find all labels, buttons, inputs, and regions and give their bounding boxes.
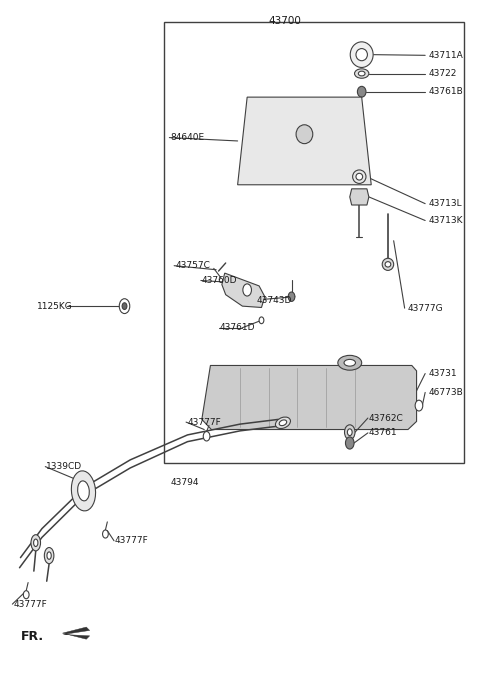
Ellipse shape bbox=[355, 69, 369, 79]
Ellipse shape bbox=[31, 535, 40, 551]
Text: 1339CD: 1339CD bbox=[46, 462, 83, 471]
Ellipse shape bbox=[78, 481, 89, 501]
Circle shape bbox=[103, 530, 108, 538]
Ellipse shape bbox=[385, 261, 391, 267]
Circle shape bbox=[288, 292, 295, 301]
Text: 43761D: 43761D bbox=[220, 323, 255, 332]
Text: 43711A: 43711A bbox=[429, 51, 463, 60]
Ellipse shape bbox=[44, 548, 54, 564]
Text: 43777F: 43777F bbox=[115, 536, 149, 545]
Ellipse shape bbox=[356, 49, 367, 61]
Ellipse shape bbox=[276, 417, 290, 429]
Circle shape bbox=[259, 317, 264, 324]
Ellipse shape bbox=[356, 173, 363, 180]
Polygon shape bbox=[202, 366, 417, 429]
Text: 1125KG: 1125KG bbox=[37, 302, 73, 311]
Circle shape bbox=[122, 303, 127, 309]
Ellipse shape bbox=[353, 170, 366, 183]
Ellipse shape bbox=[382, 258, 394, 270]
Text: 43713K: 43713K bbox=[429, 216, 463, 225]
Bar bbox=[164, 22, 464, 463]
Circle shape bbox=[119, 299, 130, 313]
Text: 43760D: 43760D bbox=[202, 276, 237, 285]
Polygon shape bbox=[238, 97, 371, 185]
Text: 43777F: 43777F bbox=[13, 600, 47, 609]
Circle shape bbox=[243, 284, 252, 296]
Circle shape bbox=[346, 437, 354, 449]
Text: 43743D: 43743D bbox=[257, 296, 292, 305]
Circle shape bbox=[415, 400, 423, 411]
Text: 46773B: 46773B bbox=[429, 388, 463, 397]
Ellipse shape bbox=[338, 355, 362, 370]
Text: 43777G: 43777G bbox=[408, 304, 444, 313]
Ellipse shape bbox=[350, 42, 373, 68]
Text: 43794: 43794 bbox=[171, 478, 199, 487]
Text: 43731: 43731 bbox=[429, 369, 457, 378]
Circle shape bbox=[345, 424, 355, 439]
Circle shape bbox=[203, 431, 210, 441]
Ellipse shape bbox=[34, 539, 38, 546]
Circle shape bbox=[24, 590, 29, 598]
Ellipse shape bbox=[359, 71, 365, 76]
Circle shape bbox=[348, 429, 352, 435]
Text: FR.: FR. bbox=[21, 630, 44, 643]
Ellipse shape bbox=[47, 552, 51, 559]
Text: 43777F: 43777F bbox=[188, 418, 221, 427]
Ellipse shape bbox=[296, 125, 313, 144]
Text: 43761: 43761 bbox=[369, 429, 397, 437]
Ellipse shape bbox=[72, 471, 96, 511]
Polygon shape bbox=[350, 189, 369, 205]
Text: 43761B: 43761B bbox=[429, 87, 463, 96]
Polygon shape bbox=[62, 627, 90, 639]
Text: 43700: 43700 bbox=[269, 16, 302, 26]
Ellipse shape bbox=[279, 420, 287, 426]
Text: 43757C: 43757C bbox=[176, 261, 210, 270]
Text: 43722: 43722 bbox=[429, 69, 457, 78]
Polygon shape bbox=[222, 273, 265, 307]
Ellipse shape bbox=[358, 87, 366, 97]
Text: 43762C: 43762C bbox=[369, 414, 404, 422]
Ellipse shape bbox=[344, 359, 356, 366]
Text: 43713L: 43713L bbox=[429, 199, 462, 208]
Text: 84640E: 84640E bbox=[171, 133, 205, 142]
